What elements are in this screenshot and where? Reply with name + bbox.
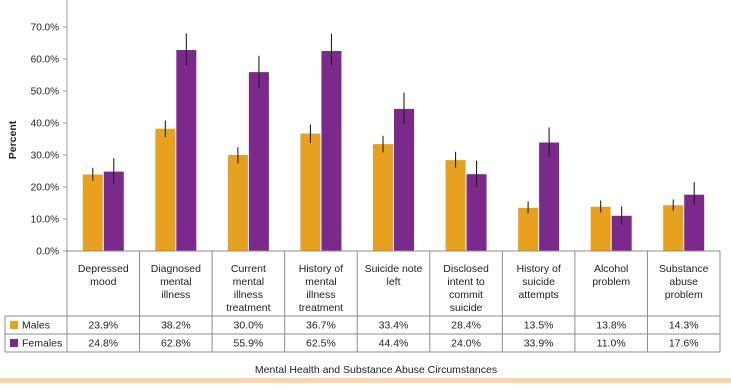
category-label: intent to — [447, 276, 485, 288]
category-label: mental — [160, 276, 192, 288]
y-tick-label: 40.0% — [31, 119, 59, 130]
bar-females — [611, 215, 632, 251]
category-label: Diagnosed — [151, 263, 201, 275]
bar-males — [300, 133, 321, 251]
category-label: illness — [306, 289, 335, 301]
data-label: 24.0% — [451, 338, 481, 350]
bar-females — [394, 108, 414, 251]
bar-males — [227, 155, 248, 251]
category-label: commit — [449, 289, 483, 301]
category-label: treatment — [299, 302, 343, 314]
category-label: History of — [299, 263, 343, 275]
bar-males — [590, 206, 611, 251]
category-label: treatment — [226, 302, 270, 314]
category-label: Substance — [659, 263, 709, 275]
category-label: abuse — [669, 276, 698, 288]
y-tick-label: 20.0% — [31, 183, 59, 194]
data-label: 38.2% — [161, 320, 191, 332]
x-axis-label: Mental Health and Substance Abuse Circum… — [255, 364, 497, 376]
category-label: mental — [305, 276, 337, 288]
y-tick-label: 0.0% — [36, 247, 59, 258]
category-label: suicide — [450, 302, 483, 314]
data-label: 55.9% — [233, 338, 263, 350]
data-label: 13.5% — [524, 320, 554, 332]
bar-females — [321, 51, 342, 251]
data-label: 44.4% — [379, 338, 409, 350]
data-label: 33.9% — [524, 338, 554, 350]
data-label: 24.8% — [88, 338, 118, 350]
bottom-band — [0, 378, 731, 383]
category-label: suicide — [522, 276, 555, 288]
bar-males — [82, 174, 103, 251]
y-axis-label: Percent — [7, 120, 19, 159]
data-label: 14.3% — [669, 320, 699, 332]
category-label: History of — [516, 263, 560, 275]
y-axis: 0.0% 10.0% 20.0% 30.0% 40.0% 50.0% 60.0% 70.0% — [31, 0, 68, 258]
legend-swatch-females — [10, 339, 18, 347]
bar-females — [248, 72, 269, 252]
data-label: 13.8% — [596, 320, 626, 332]
data-label: 11.0% — [597, 338, 626, 350]
bar-males — [155, 128, 176, 251]
category-label: attempts — [518, 289, 558, 301]
legend-label-males: Males — [22, 320, 50, 332]
category-label: problem — [665, 289, 703, 301]
category-label: illness — [234, 289, 263, 301]
category-label: illness — [161, 289, 190, 301]
y-tick-label: 10.0% — [31, 215, 59, 226]
category-label: left — [386, 276, 400, 288]
data-label: 33.4% — [379, 320, 409, 332]
category-label: mood — [90, 276, 116, 288]
data-label: 17.6% — [669, 338, 699, 350]
data-table: DepressedmoodDiagnosedmentalillnessCurre… — [4, 250, 721, 353]
bar-males — [518, 207, 539, 251]
category-label: Suicide note — [365, 263, 423, 275]
bar-males — [373, 144, 393, 251]
bar-females — [176, 50, 197, 251]
y-tick-label: 60.0% — [31, 55, 59, 66]
y-tick-label: 70.0% — [31, 23, 59, 34]
legend-swatch-males — [10, 321, 18, 329]
legend-label-females: Females — [22, 338, 62, 350]
data-label: 28.4% — [451, 320, 481, 332]
bar-females — [684, 194, 705, 251]
category-label: Disclosed — [443, 263, 489, 275]
bar-females — [103, 171, 124, 251]
category-label: Alcohol — [594, 263, 628, 275]
data-label: 23.9% — [88, 320, 118, 332]
data-label: 62.8% — [161, 338, 191, 350]
category-label: Current — [231, 263, 266, 275]
bar-males — [445, 160, 466, 251]
bars — [82, 33, 705, 252]
category-label: problem — [592, 276, 630, 288]
category-label: Depressed — [78, 263, 129, 275]
data-label: 30.0% — [233, 320, 263, 332]
data-label: 62.5% — [306, 338, 336, 350]
y-tick-label: 50.0% — [31, 87, 59, 98]
y-tick-label: 30.0% — [31, 151, 59, 162]
bar-females — [466, 174, 487, 251]
bar-females — [539, 142, 560, 251]
bar-males — [663, 205, 684, 251]
data-label: 36.7% — [306, 320, 336, 332]
category-label: mental — [233, 276, 265, 288]
